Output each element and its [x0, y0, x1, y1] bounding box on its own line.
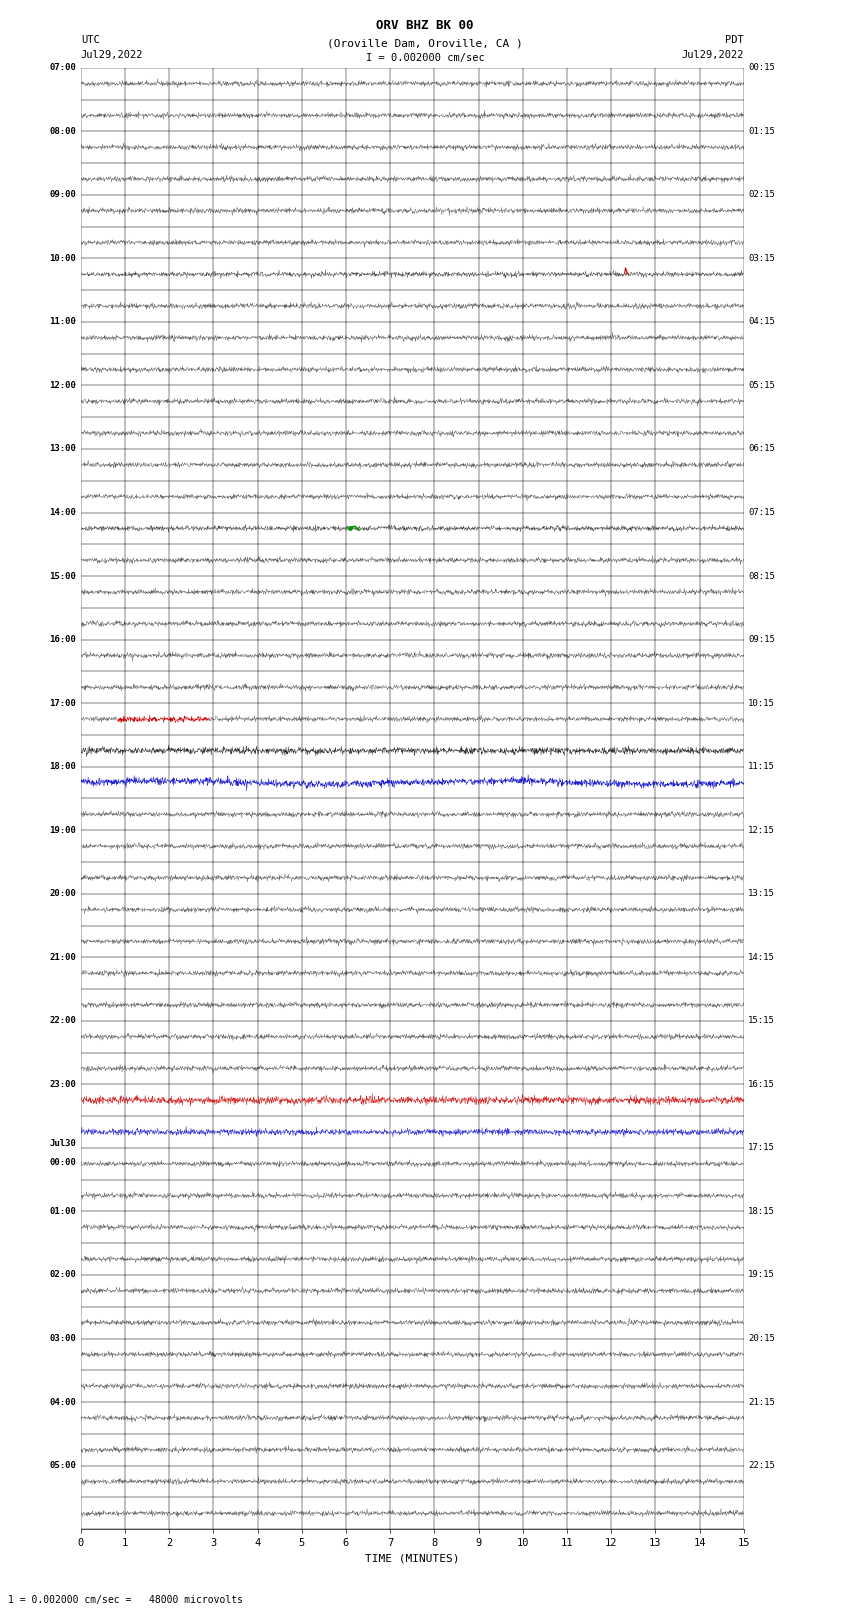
- Text: 01:15: 01:15: [748, 127, 775, 135]
- X-axis label: TIME (MINUTES): TIME (MINUTES): [365, 1553, 460, 1563]
- Text: 04:00: 04:00: [49, 1397, 76, 1407]
- Text: 03:00: 03:00: [49, 1334, 76, 1344]
- Text: 00:15: 00:15: [748, 63, 775, 73]
- Text: ORV BHZ BK 00: ORV BHZ BK 00: [377, 19, 473, 32]
- Text: 15:15: 15:15: [748, 1016, 775, 1026]
- Text: 13:00: 13:00: [49, 445, 76, 453]
- Text: 12:15: 12:15: [748, 826, 775, 834]
- Text: 08:00: 08:00: [49, 127, 76, 135]
- Text: 16:00: 16:00: [49, 636, 76, 644]
- Text: 17:00: 17:00: [49, 698, 76, 708]
- Text: 10:00: 10:00: [49, 253, 76, 263]
- Text: 02:00: 02:00: [49, 1271, 76, 1279]
- Text: 19:00: 19:00: [49, 826, 76, 834]
- Text: 02:15: 02:15: [748, 190, 775, 200]
- Text: 05:15: 05:15: [748, 381, 775, 390]
- Text: Jul30: Jul30: [49, 1139, 76, 1148]
- Text: 18:00: 18:00: [49, 763, 76, 771]
- Text: 09:15: 09:15: [748, 636, 775, 644]
- Text: 21:00: 21:00: [49, 953, 76, 961]
- Text: PDT: PDT: [725, 35, 744, 45]
- Text: 22:00: 22:00: [49, 1016, 76, 1026]
- Text: 04:15: 04:15: [748, 318, 775, 326]
- Text: 20:00: 20:00: [49, 889, 76, 898]
- Text: 07:00: 07:00: [49, 63, 76, 73]
- Text: 23:00: 23:00: [49, 1079, 76, 1089]
- Text: Jul29,2022: Jul29,2022: [681, 50, 744, 60]
- Text: 16:15: 16:15: [748, 1079, 775, 1089]
- Text: 05:00: 05:00: [49, 1461, 76, 1469]
- Text: 01:00: 01:00: [49, 1207, 76, 1216]
- Text: 07:15: 07:15: [748, 508, 775, 518]
- Text: 09:00: 09:00: [49, 190, 76, 200]
- Text: Jul29,2022: Jul29,2022: [81, 50, 144, 60]
- Text: 03:15: 03:15: [748, 253, 775, 263]
- Text: 1 = 0.002000 cm/sec =   48000 microvolts: 1 = 0.002000 cm/sec = 48000 microvolts: [8, 1595, 243, 1605]
- Text: 08:15: 08:15: [748, 571, 775, 581]
- Text: 18:15: 18:15: [748, 1207, 775, 1216]
- Text: 11:15: 11:15: [748, 763, 775, 771]
- Text: 06:15: 06:15: [748, 445, 775, 453]
- Text: 15:00: 15:00: [49, 571, 76, 581]
- Text: 20:15: 20:15: [748, 1334, 775, 1344]
- Text: 14:00: 14:00: [49, 508, 76, 518]
- Text: (Oroville Dam, Oroville, CA ): (Oroville Dam, Oroville, CA ): [327, 39, 523, 48]
- Text: 10:15: 10:15: [748, 698, 775, 708]
- Text: 12:00: 12:00: [49, 381, 76, 390]
- Text: 19:15: 19:15: [748, 1271, 775, 1279]
- Text: 21:15: 21:15: [748, 1397, 775, 1407]
- Text: 22:15: 22:15: [748, 1461, 775, 1469]
- Text: 14:15: 14:15: [748, 953, 775, 961]
- Text: 13:15: 13:15: [748, 889, 775, 898]
- Text: UTC: UTC: [81, 35, 99, 45]
- Text: 17:15: 17:15: [748, 1144, 775, 1152]
- Text: I = 0.002000 cm/sec: I = 0.002000 cm/sec: [366, 53, 484, 63]
- Text: 11:00: 11:00: [49, 318, 76, 326]
- Text: 00:00: 00:00: [49, 1158, 76, 1166]
